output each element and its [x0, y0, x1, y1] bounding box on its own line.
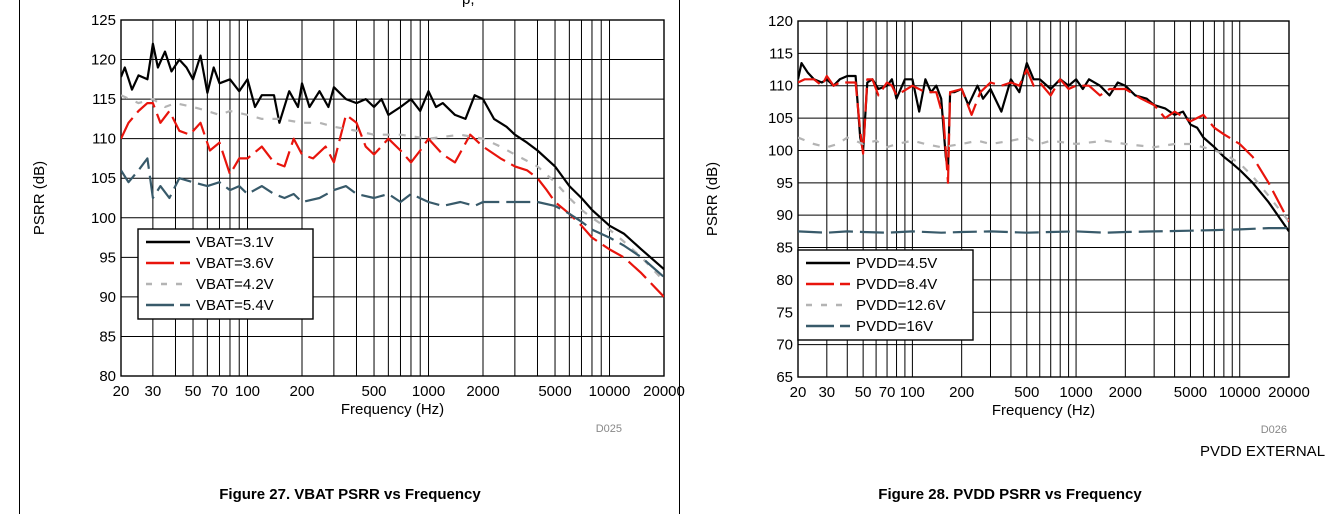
x-tick-label: 5000 — [1174, 384, 1207, 401]
legend-label: PVDD=12.6V — [856, 297, 946, 314]
legend-label: PVDD=4.5V — [856, 255, 937, 272]
figure-caption: Figure 28. PVDD PSRR vs Frequency — [878, 486, 1142, 503]
x-tick-label: 1000 — [1059, 384, 1092, 401]
legend-label: PVDD=8.4V — [856, 276, 937, 293]
x-tick-label: 2000 — [1109, 384, 1142, 401]
x-tick-label: 20000 — [643, 383, 685, 400]
y-tick-label: 125 — [91, 12, 116, 29]
y-tick-label: 85 — [776, 240, 793, 257]
x-axis-label: Frequency (Hz) — [992, 402, 1095, 419]
legend-label: VBAT=5.4V — [196, 297, 274, 314]
y-tick-label: 75 — [776, 304, 793, 321]
x-tick-label: 20000 — [1268, 384, 1310, 401]
y-tick-label: 95 — [776, 175, 793, 192]
y-tick-label: 100 — [768, 142, 793, 159]
legend-label: PVDD=16V — [856, 318, 933, 335]
y-tick-label: 65 — [776, 369, 793, 386]
y-tick-label: 80 — [99, 368, 116, 385]
x-tick-label: 30 — [145, 383, 162, 400]
series-line — [121, 157, 664, 278]
series-line — [798, 227, 1289, 234]
x-tick-label: 20 — [113, 383, 130, 400]
x-tick-label: 100 — [900, 384, 925, 401]
y-tick-label: 85 — [99, 328, 116, 345]
series-line — [121, 102, 664, 298]
series-line — [798, 68, 1289, 223]
y-tick-label: 110 — [92, 131, 116, 148]
series-group — [798, 62, 1289, 234]
frame-divider — [679, 0, 680, 514]
series-line — [121, 42, 664, 271]
x-axis-label: Frequency (Hz) — [341, 401, 444, 418]
figure-note: PVDD EXTERNAL — [1200, 443, 1326, 460]
legend-label: VBAT=3.6V — [196, 255, 274, 272]
y-tick-label: 95 — [99, 249, 116, 266]
x-tick-label: 50 — [185, 383, 202, 400]
x-tick-label: 2000 — [466, 383, 499, 400]
legend-label: VBAT=4.2V — [196, 276, 274, 293]
y-tick-label: 115 — [769, 45, 793, 62]
y-tick-label: 100 — [91, 210, 116, 227]
frame-left-border — [19, 0, 20, 514]
x-tick-label: 500 — [362, 383, 387, 400]
legend: PVDD=4.5V PVDD=8.4V PVDD=12.6V PVDD=16V — [797, 249, 974, 341]
x-tick-label: 200 — [289, 383, 314, 400]
x-tick-label: 5000 — [538, 383, 571, 400]
x-tick-label: 70 — [211, 383, 228, 400]
header-fragment: p, — [462, 0, 475, 8]
chart-panel-vbat: 80 85 90 95 100 105 110 115 120 125 20 30 50 70 100 200… — [31, 12, 685, 503]
x-tick-label: 10000 — [1219, 384, 1261, 401]
x-tick-label: 30 — [818, 384, 835, 401]
figure-code: D025 — [596, 423, 622, 435]
series-line — [121, 94, 664, 282]
y-tick-label: 110 — [769, 78, 793, 95]
y-tick-label: 120 — [91, 52, 116, 69]
figure-caption: Figure 27. VBAT PSRR vs Frequency — [219, 486, 481, 503]
x-tick-label: 20 — [790, 384, 807, 401]
plot-frame — [797, 20, 1290, 378]
x-tick-label: 70 — [879, 384, 896, 401]
y-tick-label: 115 — [92, 91, 116, 108]
legend-label: VBAT=3.1V — [196, 234, 274, 251]
chart-vbat-psrr: 80 85 90 95 100 105 110 115 120 125 20 30 50 70 100 200… — [31, 12, 685, 435]
chart-panel-pvdd: 65 70 75 80 85 90 95 100 105 110 115 120 20 30 50 70 100… — [680, 0, 1340, 514]
y-axis-label: PSRR (dB) — [704, 162, 721, 236]
y-tick-label: 70 — [776, 337, 793, 354]
series-group — [121, 42, 664, 298]
y-tick-label: 105 — [768, 110, 793, 127]
y-axis-label: PSRR (dB) — [31, 161, 48, 235]
y-tick-label: 105 — [91, 170, 116, 187]
y-tick-label: 90 — [99, 289, 116, 306]
x-tick-label: 1000 — [412, 383, 445, 400]
plot-frame — [120, 19, 665, 377]
x-tick-label: 100 — [235, 383, 260, 400]
legend: VBAT=3.1V VBAT=3.6V VBAT=4.2V VBAT=5.4V — [137, 228, 314, 320]
y-tick-label: 90 — [776, 207, 793, 224]
x-tick-label: 50 — [855, 384, 872, 401]
figure-code: D026 — [1261, 424, 1287, 436]
x-tick-label: 10000 — [589, 383, 631, 400]
y-tick-label: 80 — [776, 272, 793, 289]
y-tick-label: 120 — [768, 13, 793, 30]
x-tick-label: 500 — [1014, 384, 1039, 401]
x-tick-label: 200 — [949, 384, 974, 401]
